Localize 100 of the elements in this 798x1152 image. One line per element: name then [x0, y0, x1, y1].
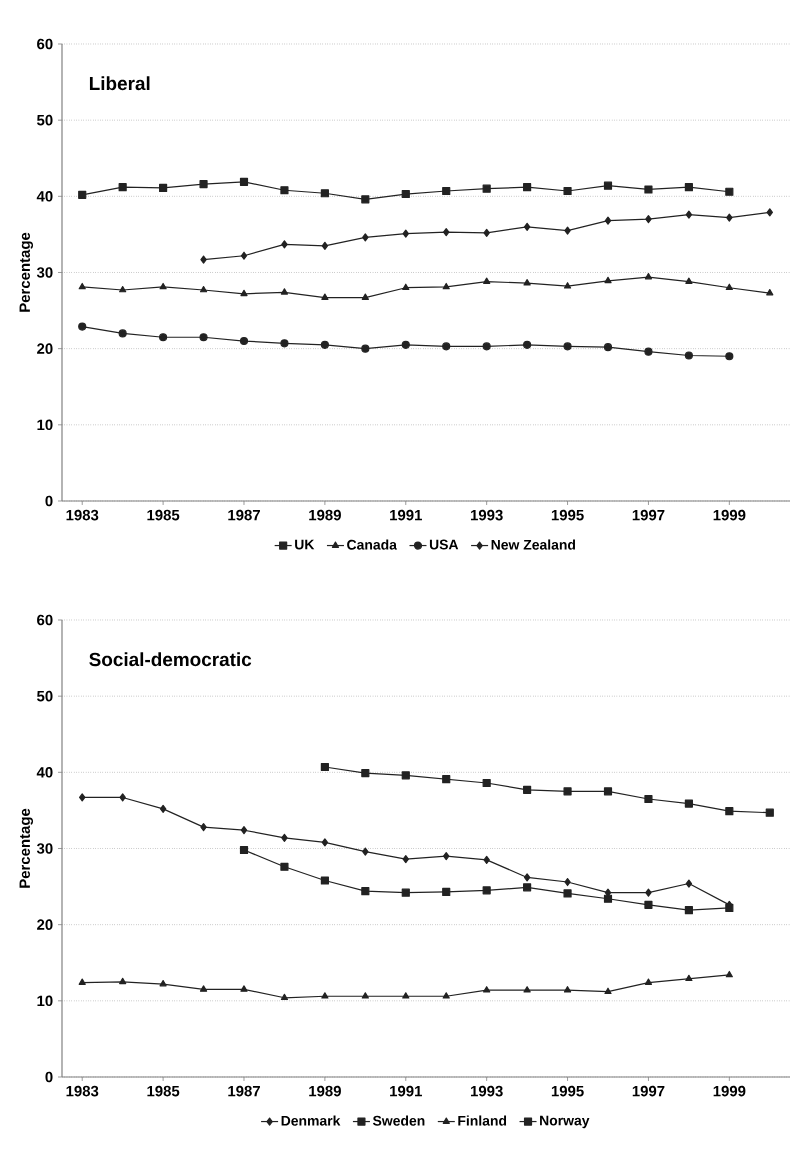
point	[78, 322, 87, 331]
x-tick-label: 1991	[390, 1085, 422, 1097]
point	[281, 240, 288, 249]
point	[482, 886, 491, 895]
point	[523, 986, 531, 993]
x-tick-label: 1991	[390, 509, 422, 521]
y-tick-label: 20	[37, 343, 53, 354]
x-tick-label: 1987	[228, 1085, 260, 1097]
point	[200, 255, 207, 264]
point	[563, 787, 572, 796]
point	[361, 769, 370, 778]
point	[523, 279, 531, 286]
point	[483, 855, 490, 865]
point	[604, 216, 612, 225]
legend-label: New Zealand	[491, 539, 576, 550]
x-tick-label: 1999	[713, 509, 746, 521]
y-tick-label: 50	[37, 690, 53, 702]
point	[523, 183, 532, 192]
point	[725, 970, 733, 978]
x-tick-label: 1993	[470, 509, 503, 521]
point	[321, 992, 329, 999]
point	[401, 340, 410, 349]
point	[119, 977, 127, 985]
point	[684, 906, 693, 915]
text: Social-democratic	[89, 652, 252, 667]
point	[78, 190, 87, 199]
point	[78, 978, 86, 985]
point	[483, 277, 491, 284]
point	[443, 228, 450, 237]
point	[684, 183, 693, 192]
point	[442, 186, 451, 196]
x-tick-label: 1995	[551, 509, 584, 521]
x-tick-label: 1989	[309, 509, 341, 521]
legend-label: Denmark	[281, 1115, 341, 1126]
point	[401, 189, 410, 199]
point	[725, 283, 733, 291]
point	[321, 838, 329, 847]
point	[766, 288, 774, 296]
point	[402, 992, 410, 999]
point	[119, 285, 127, 293]
point	[523, 873, 531, 882]
point	[361, 195, 370, 204]
point	[523, 340, 532, 349]
point	[159, 282, 167, 290]
point	[684, 799, 693, 808]
point	[239, 845, 249, 855]
point	[685, 879, 693, 888]
y-tick-label: 60	[37, 38, 53, 50]
point	[240, 289, 248, 297]
point	[321, 241, 329, 250]
point	[765, 808, 774, 817]
point	[645, 888, 652, 897]
point	[320, 762, 329, 772]
y-tick-label: 30	[36, 267, 53, 278]
point	[603, 181, 613, 190]
point	[644, 978, 653, 985]
point	[644, 900, 653, 909]
text: Liberal	[89, 76, 150, 91]
point	[684, 351, 693, 360]
point	[725, 187, 734, 196]
legend-label: Norway	[540, 1115, 590, 1129]
point	[645, 215, 652, 224]
point	[240, 826, 248, 835]
x-tick-label: 1983	[66, 1085, 99, 1097]
point	[563, 342, 572, 351]
point	[199, 985, 208, 992]
point	[281, 833, 288, 842]
point	[685, 210, 693, 219]
point	[563, 986, 572, 993]
point	[644, 272, 653, 280]
point	[563, 889, 572, 898]
point	[442, 992, 450, 999]
point	[239, 336, 249, 346]
point	[159, 183, 168, 193]
y-tick-label: 0	[45, 1071, 53, 1083]
point	[564, 877, 571, 887]
point	[200, 823, 207, 832]
point	[482, 184, 491, 193]
point	[604, 987, 612, 995]
point	[401, 888, 410, 897]
point	[159, 804, 167, 813]
point	[361, 992, 369, 999]
point	[280, 339, 289, 348]
x-tick-label: 1997	[632, 1085, 665, 1097]
point	[603, 894, 613, 903]
point	[361, 344, 370, 353]
point	[443, 852, 450, 861]
point	[523, 785, 532, 794]
point	[320, 189, 329, 198]
point	[320, 340, 329, 349]
point	[603, 343, 613, 352]
point	[402, 283, 410, 291]
point	[361, 887, 370, 896]
point	[402, 229, 409, 238]
y-tick-label: 40	[36, 767, 53, 778]
x-tick-label: 1997	[632, 509, 665, 521]
point	[199, 180, 208, 189]
point	[644, 347, 653, 356]
point	[725, 352, 734, 361]
point	[320, 876, 329, 885]
